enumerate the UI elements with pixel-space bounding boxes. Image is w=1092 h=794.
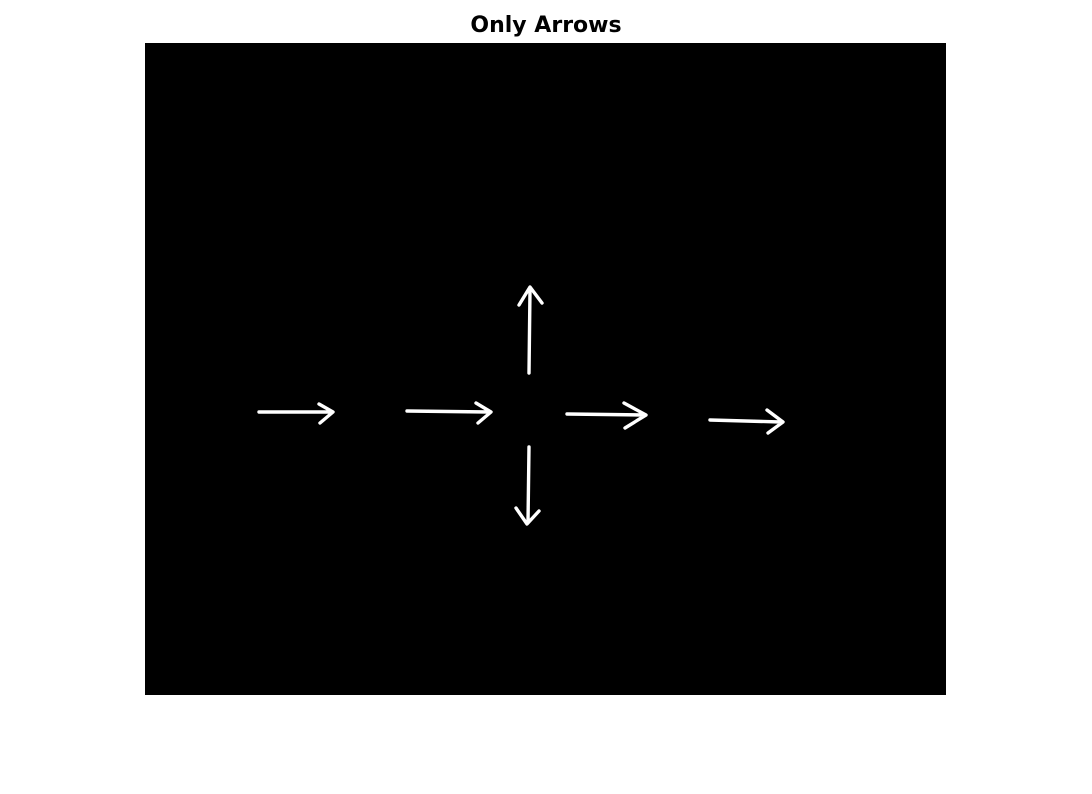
binary-image: [145, 43, 946, 695]
arrow-right-3: [565, 401, 648, 430]
arrow-right-1: [257, 402, 335, 425]
arrow-up: [517, 285, 544, 375]
arrow-down: [514, 445, 541, 526]
binary-image-canvas: [257, 285, 785, 526]
arrow-right-4: [708, 408, 785, 435]
figure-title: Only Arrows: [470, 13, 622, 38]
arrow-right-2: [405, 401, 493, 425]
